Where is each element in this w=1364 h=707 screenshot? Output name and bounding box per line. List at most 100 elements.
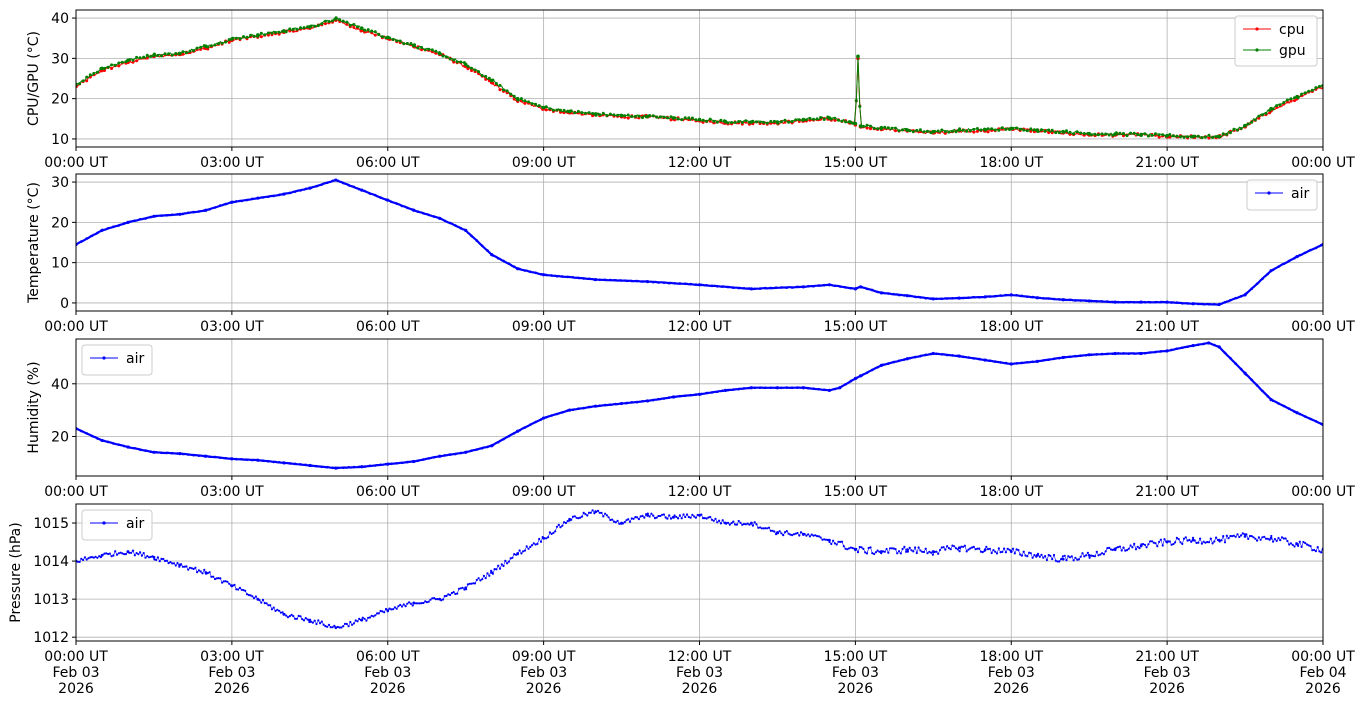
data-point xyxy=(80,240,83,243)
data-point xyxy=(242,35,245,39)
data-point xyxy=(370,614,373,617)
data-point xyxy=(1035,296,1039,300)
data-point xyxy=(827,538,831,542)
data-point xyxy=(835,543,838,546)
data-point xyxy=(1150,133,1154,137)
data-point xyxy=(641,514,644,518)
data-point xyxy=(1236,128,1239,132)
data-point xyxy=(876,549,879,552)
data-point xyxy=(568,408,572,412)
data-point xyxy=(1145,546,1148,549)
data-point xyxy=(571,408,575,412)
x-tick-date: Feb 03 xyxy=(988,665,1035,681)
data-point xyxy=(785,386,789,389)
data-point xyxy=(487,76,491,80)
data-point xyxy=(812,284,815,288)
data-point xyxy=(968,129,972,133)
x-tick-date: Feb 03 xyxy=(832,665,879,681)
data-point xyxy=(869,546,872,549)
data-point xyxy=(1175,134,1179,138)
data-point xyxy=(1143,132,1147,136)
data-point xyxy=(1181,302,1184,305)
data-point xyxy=(351,623,354,626)
data-point xyxy=(979,128,983,132)
data-point xyxy=(361,616,364,619)
data-point xyxy=(645,114,650,119)
data-point xyxy=(1202,540,1205,543)
data-point xyxy=(1022,128,1026,132)
data-point xyxy=(545,416,548,419)
data-point xyxy=(301,618,304,621)
data-point xyxy=(1257,114,1261,118)
data-point xyxy=(1255,282,1259,286)
data-point xyxy=(928,550,931,553)
data-point xyxy=(291,27,295,31)
data-point xyxy=(486,249,489,252)
data-point xyxy=(780,386,783,390)
data-point xyxy=(386,609,390,612)
data-point xyxy=(1307,89,1311,93)
data-point xyxy=(1293,410,1296,413)
data-point xyxy=(1109,548,1113,551)
data-point xyxy=(1143,300,1147,304)
data-point xyxy=(967,356,970,359)
data-point xyxy=(608,112,612,116)
data-point xyxy=(277,30,281,34)
data-point xyxy=(931,297,935,301)
data-point xyxy=(1261,277,1264,281)
data-point xyxy=(445,55,448,59)
data-point xyxy=(1097,133,1100,137)
data-point xyxy=(860,546,863,549)
data-point xyxy=(481,578,484,581)
data-point xyxy=(697,117,702,122)
data-point xyxy=(348,23,352,27)
data-point xyxy=(981,551,984,554)
data-point xyxy=(1068,130,1072,134)
data-point xyxy=(367,616,370,619)
data-point xyxy=(1047,128,1051,132)
data-point xyxy=(1175,301,1179,304)
data-point xyxy=(184,51,188,55)
x-tick-label: 00:00 UT xyxy=(44,484,108,500)
data-point xyxy=(876,290,879,294)
data-point xyxy=(500,563,503,566)
data-point xyxy=(120,60,124,64)
data-point xyxy=(662,397,666,400)
data-point xyxy=(1259,538,1262,541)
data-point xyxy=(1020,554,1024,557)
data-point xyxy=(219,577,222,580)
data-point xyxy=(1045,558,1048,562)
data-point xyxy=(827,283,831,287)
data-point xyxy=(464,228,468,233)
data-point xyxy=(106,65,110,69)
data-point xyxy=(1293,96,1296,100)
data-point xyxy=(726,521,730,524)
data-point xyxy=(152,53,156,57)
data-point xyxy=(110,67,114,70)
data-point xyxy=(1031,295,1034,299)
data-point xyxy=(883,550,886,553)
data-point xyxy=(1061,355,1065,360)
data-point xyxy=(931,550,935,553)
data-point xyxy=(550,274,553,277)
data-point xyxy=(138,218,142,221)
data-point xyxy=(1225,132,1229,136)
data-point xyxy=(373,33,377,37)
data-point xyxy=(1207,136,1211,140)
data-point xyxy=(486,445,489,449)
data-point xyxy=(697,392,702,396)
data-point xyxy=(308,186,312,190)
data-point xyxy=(817,387,821,391)
x-tick-date: Feb 04 xyxy=(1299,665,1346,681)
data-point xyxy=(596,509,600,512)
data-point xyxy=(234,36,238,40)
data-point xyxy=(142,552,145,555)
data-point xyxy=(438,454,442,458)
data-point xyxy=(395,202,399,205)
data-point xyxy=(1102,553,1105,556)
data-point xyxy=(1293,99,1296,103)
data-point xyxy=(482,574,485,577)
x-tick-label: 18:00 UT xyxy=(979,155,1043,171)
data-point xyxy=(502,88,505,92)
data-point xyxy=(1269,269,1273,273)
